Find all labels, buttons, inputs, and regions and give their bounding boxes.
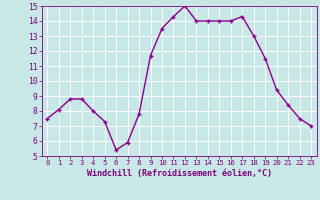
X-axis label: Windchill (Refroidissement éolien,°C): Windchill (Refroidissement éolien,°C) bbox=[87, 169, 272, 178]
